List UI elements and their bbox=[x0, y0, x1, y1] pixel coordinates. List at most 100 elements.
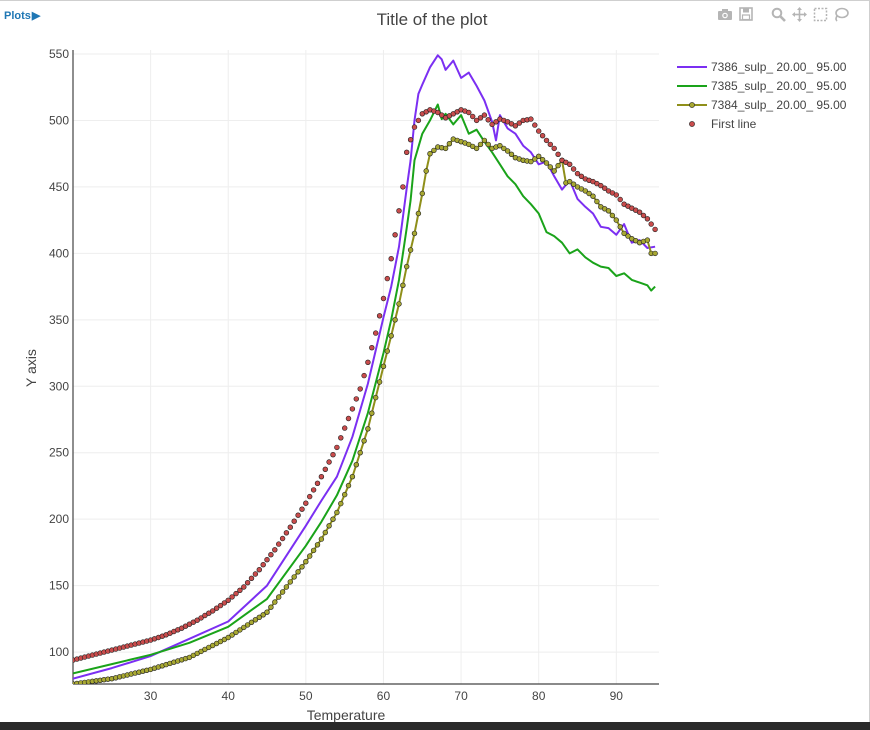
data-point[interactable] bbox=[291, 518, 297, 524]
data-point[interactable] bbox=[543, 137, 550, 144]
data-point[interactable] bbox=[485, 141, 491, 148]
data-point[interactable] bbox=[318, 536, 325, 542]
data-point[interactable] bbox=[617, 196, 623, 203]
data-point[interactable] bbox=[202, 612, 208, 619]
legend-item[interactable]: First line bbox=[689, 117, 757, 131]
data-point[interactable] bbox=[225, 597, 231, 603]
data-point[interactable] bbox=[407, 247, 414, 253]
data-point[interactable] bbox=[194, 617, 200, 623]
data-point[interactable] bbox=[279, 589, 286, 595]
data-point[interactable] bbox=[566, 161, 573, 168]
data-point[interactable] bbox=[260, 612, 266, 618]
data-point[interactable] bbox=[256, 614, 262, 620]
data-point[interactable] bbox=[334, 509, 340, 516]
data-point[interactable] bbox=[369, 410, 375, 416]
data-point[interactable] bbox=[578, 173, 585, 180]
data-point[interactable] bbox=[307, 553, 313, 559]
data-point[interactable] bbox=[489, 121, 495, 128]
data-point[interactable] bbox=[512, 123, 519, 129]
data-point[interactable] bbox=[314, 542, 321, 548]
data-point[interactable] bbox=[287, 524, 293, 530]
data-point[interactable] bbox=[357, 450, 363, 456]
data-point[interactable] bbox=[380, 295, 387, 302]
data-point[interactable] bbox=[586, 190, 592, 197]
legend-item[interactable]: 7384_sulp_ 20.00_ 95.00 bbox=[677, 98, 847, 112]
data-point[interactable] bbox=[314, 480, 321, 486]
data-point[interactable] bbox=[276, 541, 282, 547]
camera-icon[interactable] bbox=[716, 6, 734, 22]
data-point[interactable] bbox=[318, 474, 325, 480]
data-point[interactable] bbox=[477, 115, 484, 121]
data-point[interactable] bbox=[473, 117, 480, 124]
data-point[interactable] bbox=[435, 109, 441, 116]
data-point[interactable] bbox=[605, 208, 612, 214]
data-point[interactable] bbox=[342, 491, 348, 498]
data-point[interactable] bbox=[594, 198, 600, 205]
data-point[interactable] bbox=[349, 474, 356, 480]
data-point[interactable] bbox=[543, 160, 550, 166]
data-point[interactable] bbox=[237, 587, 243, 593]
data-point[interactable] bbox=[532, 122, 538, 128]
data-point[interactable] bbox=[473, 145, 480, 152]
data-point[interactable] bbox=[326, 523, 332, 529]
data-point[interactable] bbox=[287, 579, 293, 585]
data-point[interactable] bbox=[330, 516, 336, 522]
data-point[interactable] bbox=[528, 116, 534, 122]
data-point[interactable] bbox=[396, 301, 402, 307]
data-point[interactable] bbox=[481, 137, 488, 144]
data-point[interactable] bbox=[411, 124, 418, 130]
data-point[interactable] bbox=[252, 571, 259, 577]
data-point[interactable] bbox=[493, 119, 499, 125]
legend-item[interactable]: 7385_sulp_ 20.00_ 95.00 bbox=[677, 79, 847, 93]
data-point[interactable] bbox=[574, 170, 581, 177]
data-point[interactable] bbox=[625, 233, 631, 239]
data-point[interactable] bbox=[423, 168, 429, 174]
data-point[interactable] bbox=[508, 151, 515, 158]
data-point[interactable] bbox=[388, 256, 394, 262]
data-point[interactable] bbox=[598, 182, 604, 189]
data-point[interactable] bbox=[539, 133, 546, 139]
data-point[interactable] bbox=[404, 149, 410, 156]
data-point[interactable] bbox=[233, 590, 239, 597]
data-point[interactable] bbox=[652, 250, 658, 257]
data-point[interactable] bbox=[365, 426, 371, 432]
data-point[interactable] bbox=[369, 345, 375, 351]
data-point[interactable] bbox=[361, 438, 367, 444]
data-point[interactable] bbox=[299, 506, 305, 512]
data-point[interactable] bbox=[279, 535, 286, 542]
plots-link[interactable]: Plots ▶ bbox=[4, 9, 40, 23]
data-point[interactable] bbox=[601, 185, 608, 191]
series-line[interactable] bbox=[73, 138, 656, 684]
data-point[interactable] bbox=[272, 599, 278, 605]
data-point[interactable] bbox=[555, 151, 561, 158]
data-point[interactable] bbox=[516, 120, 522, 126]
data-point[interactable] bbox=[419, 190, 425, 197]
data-point[interactable] bbox=[477, 141, 484, 148]
data-point[interactable] bbox=[640, 212, 647, 219]
data-point[interactable] bbox=[217, 602, 224, 609]
data-point[interactable] bbox=[338, 435, 344, 441]
data-point[interactable] bbox=[357, 386, 363, 392]
data-point[interactable] bbox=[365, 359, 371, 365]
data-point[interactable] bbox=[590, 193, 596, 199]
data-point[interactable] bbox=[652, 226, 658, 233]
data-point[interactable] bbox=[528, 158, 534, 165]
data-point[interactable] bbox=[407, 137, 414, 143]
data-point[interactable] bbox=[539, 157, 546, 163]
data-point[interactable] bbox=[342, 425, 348, 431]
data-point[interactable] bbox=[373, 394, 379, 401]
data-point[interactable] bbox=[547, 141, 553, 148]
data-point[interactable] bbox=[233, 629, 239, 636]
data-point[interactable] bbox=[283, 530, 290, 536]
data-point[interactable] bbox=[229, 632, 235, 638]
data-point[interactable] bbox=[551, 168, 557, 174]
data-point[interactable] bbox=[566, 178, 573, 185]
series-3[interactable] bbox=[71, 136, 658, 687]
data-point[interactable] bbox=[303, 500, 309, 506]
save-icon[interactable] bbox=[737, 6, 755, 22]
data-point[interactable] bbox=[345, 482, 352, 489]
data-point[interactable] bbox=[310, 547, 317, 554]
data-point[interactable] bbox=[485, 117, 491, 123]
data-point[interactable] bbox=[415, 210, 422, 217]
data-point[interactable] bbox=[322, 529, 328, 536]
